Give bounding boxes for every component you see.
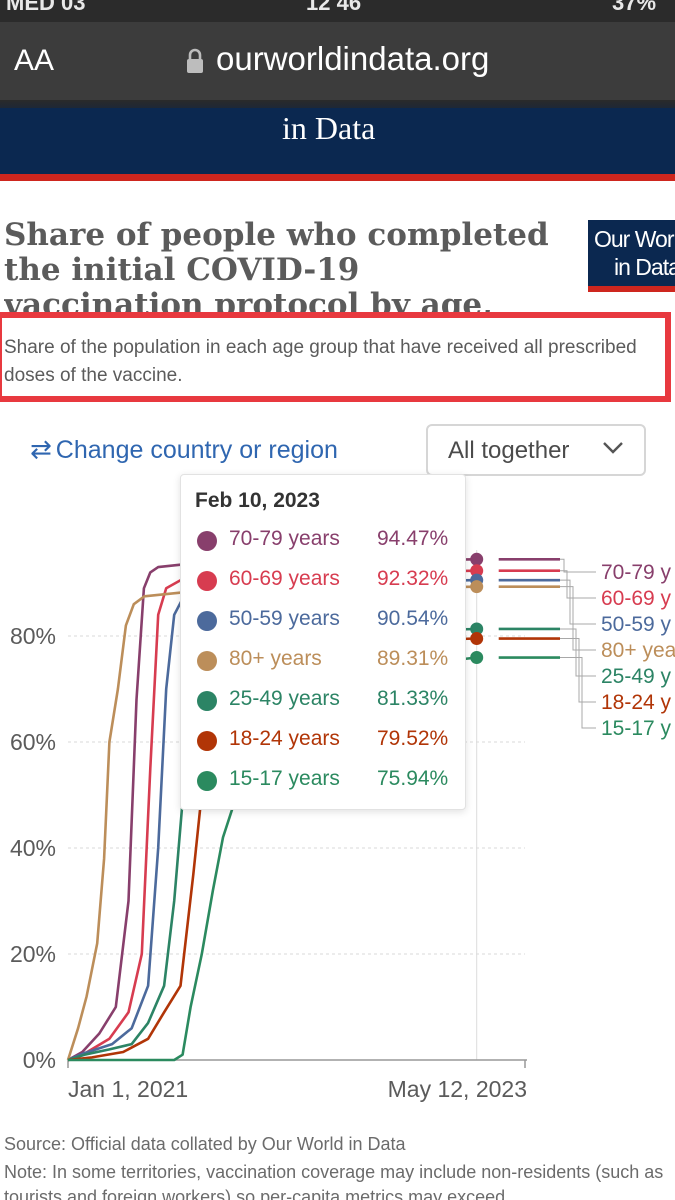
tooltip-series-dot [197, 651, 217, 671]
tooltip-series-value: 79.52% [377, 727, 449, 750]
owid-logo[interactable]: Our World in Data [588, 220, 675, 292]
tooltip-row: 70-79 years 94.47% [181, 523, 467, 559]
hover-marker [470, 622, 484, 636]
tooltip-series-label: 25-49 years [229, 687, 340, 710]
subtitle-highlight-box [0, 312, 671, 402]
tooltip-series-dot [197, 691, 217, 711]
y-tick-label: 0% [23, 1047, 56, 1073]
y-tick-label: 20% [10, 941, 56, 967]
axes: 0% 20% 40% 60% 80% Jan 1, 2021 May 12, 2023 [10, 623, 527, 1102]
change-country-button[interactable]: ⇄ Change country or region [30, 434, 338, 465]
tooltip-series-dot [197, 731, 217, 751]
tooltip-series-label: 80+ years [229, 647, 322, 670]
y-tick-label: 80% [10, 623, 56, 649]
legend: 70-79 y 60-69 y 50-59 y 80+ yea 25-49 y 18-24… [498, 558, 675, 740]
tooltip-series-label: 50-59 years [229, 607, 340, 630]
x-tick-label: May 12, 2023 [388, 1076, 527, 1102]
logo-line-2: in Data [614, 254, 675, 280]
hover-marker [470, 580, 484, 594]
note-text: Note: In some territories, vaccination c… [4, 1162, 664, 1200]
site-header-title[interactable]: in Data [282, 110, 376, 146]
swap-arrows-icon: ⇄ [30, 434, 52, 464]
address-bar: AA ourworldindata.org [0, 22, 675, 100]
legend-connector [560, 638, 596, 703]
status-time: 12 46 [306, 0, 362, 15]
hover-marker [470, 564, 484, 578]
change-country-label: Change country or region [55, 436, 338, 464]
aggregation-select[interactable]: All together [426, 424, 646, 476]
tooltip-row: 15-17 years 75.94% [181, 763, 467, 799]
status-bar: MED 03 12 46 37% [0, 0, 675, 22]
logo-line-1: Our World [594, 226, 675, 252]
tooltip-series-value: 89.31% [377, 647, 449, 670]
hover-marker [470, 632, 484, 646]
series-line [67, 558, 477, 1062]
legend-label: 18-24 y [601, 691, 672, 714]
tooltip-series-label: 18-24 years [229, 727, 340, 750]
site-header: in Data [0, 108, 675, 174]
hover-marker [470, 552, 484, 566]
legend-label: 60-69 y [601, 587, 672, 610]
tooltip-series-dot [197, 611, 217, 631]
legend-connector [560, 586, 596, 651]
tooltip-row: 50-59 years 90.54% [181, 603, 467, 639]
tooltip-row: 25-49 years 81.33% [181, 683, 467, 719]
tooltip-series-dot [197, 571, 217, 591]
chevron-down-icon [603, 442, 623, 454]
legend-label: 50-59 y [601, 613, 672, 636]
tooltip-series-value: 92.32% [377, 567, 449, 590]
y-tick-label: 40% [10, 835, 56, 861]
header-red-stripe [0, 174, 675, 181]
hover-marker [470, 651, 484, 665]
legend-connector [560, 657, 596, 729]
reader-aa-button[interactable]: AA [14, 44, 55, 77]
tooltip-series-label: 70-79 years [229, 527, 340, 550]
y-tick-label: 60% [10, 729, 56, 755]
status-battery: 37% [612, 0, 657, 15]
legend-label: 80+ yea [601, 639, 675, 662]
tooltip-series-label: 60-69 years [229, 567, 340, 590]
series-line [66, 585, 477, 1061]
tooltip-series-dot [197, 531, 217, 551]
hover-markers [470, 552, 484, 665]
tooltip-series-value: 94.47% [377, 527, 449, 550]
status-carrier: MED 03 [6, 0, 86, 15]
legend-label: 15-17 y [601, 717, 672, 740]
tooltip-series-label: 15-17 years [229, 767, 340, 790]
tooltip-row: 18-24 years 79.52% [181, 723, 467, 759]
chart-title: Share of people who completed the initia… [4, 218, 549, 316]
legend-label: 25-49 y [601, 665, 672, 688]
tooltip-series-value: 81.33% [377, 687, 449, 710]
tooltip-series-dot [197, 771, 217, 791]
logo-red-stripe [588, 286, 675, 292]
tooltip: Feb 10, 2023 70-79 years 94.47% 60-69 year… [180, 474, 466, 810]
aggregation-select-value: All together [448, 437, 570, 464]
legend-label: 70-79 y [601, 561, 672, 584]
lock-icon [187, 48, 203, 73]
tooltip-date: Feb 10, 2023 [195, 489, 320, 512]
url-field[interactable]: ourworldindata.org [216, 40, 490, 77]
x-tick-label: Jan 1, 2021 [68, 1076, 188, 1102]
tooltip-series-value: 75.94% [377, 767, 449, 790]
tooltip-row: 60-69 years 92.32% [181, 563, 467, 599]
tooltip-row: 80+ years 89.31% [181, 643, 467, 679]
legend-connector [560, 558, 596, 573]
chart-subtitle: Share of the population in each age grou… [4, 337, 637, 386]
legend-connector [560, 579, 596, 625]
legend-connector [560, 570, 596, 599]
legend-connector [560, 628, 596, 677]
tooltip-series-value: 90.54% [377, 607, 449, 630]
source-text: Source: Official data collated by Our Wo… [4, 1134, 406, 1154]
line-chart[interactable]: 0% 20% 40% 60% 80% Jan 1, 2021 May 12, 2023 70… [0, 480, 675, 1120]
